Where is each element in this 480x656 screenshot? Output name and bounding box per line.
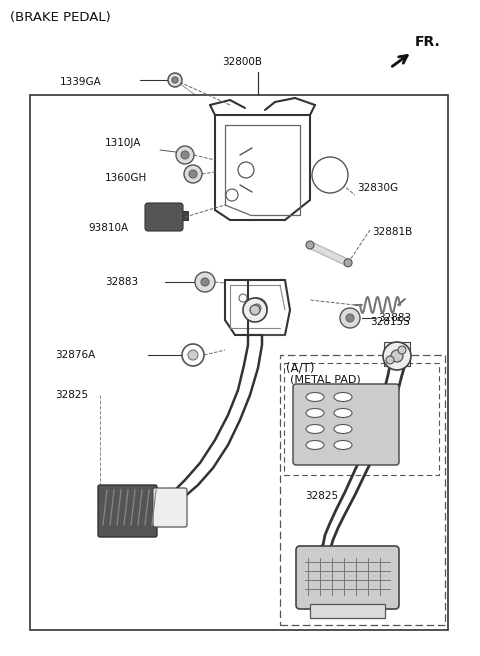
Text: 1360GH: 1360GH — [105, 173, 147, 183]
Circle shape — [184, 165, 202, 183]
Text: 32883: 32883 — [105, 277, 138, 287]
Circle shape — [398, 346, 406, 354]
Circle shape — [312, 157, 348, 193]
FancyBboxPatch shape — [293, 384, 399, 465]
Text: 32876A: 32876A — [55, 350, 95, 360]
Ellipse shape — [306, 440, 324, 449]
Circle shape — [383, 342, 411, 370]
Text: 32815S: 32815S — [370, 317, 410, 327]
Text: 32825: 32825 — [55, 390, 88, 400]
Circle shape — [195, 272, 215, 292]
Text: 1310JA: 1310JA — [105, 138, 142, 148]
FancyBboxPatch shape — [296, 546, 399, 609]
Circle shape — [340, 308, 360, 328]
FancyBboxPatch shape — [153, 488, 187, 527]
Circle shape — [172, 77, 178, 83]
Bar — [384, 342, 410, 366]
Ellipse shape — [306, 424, 324, 434]
Circle shape — [386, 356, 394, 364]
Text: 1339GA: 1339GA — [60, 77, 102, 87]
Circle shape — [182, 344, 204, 366]
Text: FR.: FR. — [415, 35, 441, 49]
Text: 32825: 32825 — [305, 491, 338, 501]
Circle shape — [238, 162, 254, 178]
Bar — [280, 355, 445, 625]
Circle shape — [239, 294, 247, 302]
Ellipse shape — [306, 392, 324, 401]
Ellipse shape — [334, 409, 352, 417]
Bar — [284, 363, 439, 475]
Ellipse shape — [334, 392, 352, 401]
Circle shape — [344, 258, 352, 267]
Bar — [310, 604, 385, 618]
Circle shape — [346, 314, 354, 322]
Circle shape — [306, 241, 314, 249]
Circle shape — [181, 151, 189, 159]
FancyBboxPatch shape — [98, 485, 157, 537]
Circle shape — [253, 304, 261, 312]
Bar — [30, 95, 448, 630]
Circle shape — [226, 189, 238, 201]
Text: 93810A: 93810A — [88, 223, 128, 233]
Circle shape — [391, 350, 403, 362]
Ellipse shape — [334, 440, 352, 449]
Text: (A/T): (A/T) — [286, 361, 314, 375]
Circle shape — [189, 170, 197, 178]
Text: 32883: 32883 — [378, 313, 411, 323]
Text: 32825: 32825 — [305, 387, 338, 397]
Text: 32800B: 32800B — [222, 57, 262, 67]
Circle shape — [188, 350, 198, 360]
Circle shape — [247, 298, 267, 318]
Text: 32881B: 32881B — [372, 227, 412, 237]
Bar — [178, 211, 188, 220]
Text: (METAL PAD): (METAL PAD) — [290, 375, 361, 385]
Circle shape — [250, 305, 260, 315]
Text: (BRAKE PEDAL): (BRAKE PEDAL) — [10, 12, 111, 24]
FancyBboxPatch shape — [145, 203, 183, 231]
Circle shape — [176, 146, 194, 164]
Ellipse shape — [334, 424, 352, 434]
Circle shape — [168, 73, 182, 87]
Circle shape — [243, 298, 267, 322]
Circle shape — [201, 278, 209, 286]
Text: 32830G: 32830G — [357, 183, 398, 193]
Ellipse shape — [306, 409, 324, 417]
